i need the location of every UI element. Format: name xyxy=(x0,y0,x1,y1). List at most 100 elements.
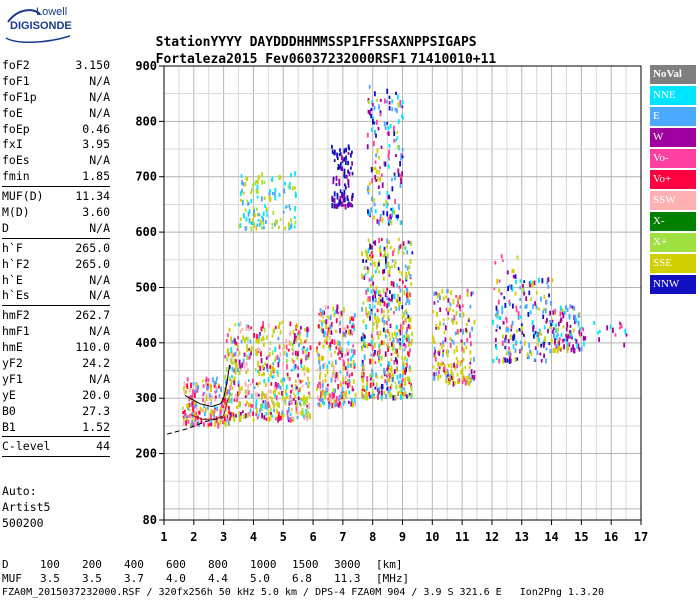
echo-point xyxy=(324,339,326,344)
echo-point xyxy=(405,334,408,338)
echo-point xyxy=(512,274,515,279)
echo-point xyxy=(249,383,252,386)
echo-point xyxy=(290,218,292,223)
echo-point xyxy=(339,350,342,355)
echo-cluster xyxy=(238,171,297,232)
echo-point xyxy=(448,378,450,383)
echo-point xyxy=(391,213,393,218)
echo-point xyxy=(285,344,288,350)
echo-point xyxy=(369,382,372,388)
param-value: N/A xyxy=(89,324,110,339)
echo-point xyxy=(286,372,289,376)
param-name: M(D) xyxy=(2,205,30,220)
echo-point xyxy=(214,385,217,391)
echo-point xyxy=(409,292,412,298)
echo-point xyxy=(327,383,329,387)
echo-point xyxy=(362,332,364,336)
echo-point xyxy=(408,376,411,380)
echo-point xyxy=(447,311,450,316)
echo-point xyxy=(374,350,376,355)
echo-cluster xyxy=(316,304,357,410)
y-tick-label: 900 xyxy=(135,59,157,73)
x-tick-label: 16 xyxy=(604,530,618,544)
echo-point xyxy=(367,191,370,195)
echo-point xyxy=(317,395,319,400)
echo-point xyxy=(317,384,319,389)
echo-point xyxy=(348,390,351,395)
echo-point xyxy=(407,323,410,328)
param-name: MUF(D) xyxy=(2,189,44,204)
echo-point xyxy=(340,382,342,388)
echo-point xyxy=(380,299,382,302)
echo-point xyxy=(342,197,345,203)
echo-point xyxy=(372,382,375,387)
echo-point xyxy=(230,381,232,387)
echo-point xyxy=(318,356,320,363)
footer-cell: 4.0 xyxy=(166,572,186,585)
echo-point xyxy=(437,375,440,381)
echo-point xyxy=(267,403,270,409)
echo-point xyxy=(347,329,350,335)
echo-point xyxy=(545,300,548,304)
echo-point xyxy=(469,331,471,337)
echo-point xyxy=(399,329,402,336)
echo-point xyxy=(336,156,339,161)
echo-point xyxy=(540,359,543,363)
echo-point xyxy=(336,395,338,401)
echo-point xyxy=(279,175,282,180)
echo-point xyxy=(397,173,400,177)
echo-point xyxy=(321,328,324,333)
echo-point xyxy=(317,402,319,406)
echo-point xyxy=(278,345,281,350)
echo-point xyxy=(378,356,381,360)
echo-point xyxy=(391,178,393,182)
echo-point xyxy=(341,333,344,338)
echo-point xyxy=(263,196,266,201)
echo-point xyxy=(391,373,394,377)
echo-point xyxy=(265,382,267,388)
echo-point xyxy=(182,420,185,424)
echo-point xyxy=(375,289,378,295)
echo-point xyxy=(504,345,507,350)
echo-point xyxy=(275,219,277,225)
echo-point xyxy=(343,148,346,154)
echo-point xyxy=(229,417,231,421)
echo-point xyxy=(368,297,371,303)
echo-point xyxy=(344,366,347,370)
param-name: B1 xyxy=(2,419,16,434)
echo-point xyxy=(283,344,285,349)
echo-point xyxy=(382,288,385,294)
echo-point xyxy=(296,386,298,390)
echo-point xyxy=(283,377,286,382)
echo-point xyxy=(265,406,268,409)
echo-point xyxy=(368,311,371,315)
echo-point xyxy=(525,296,528,302)
echo-point xyxy=(442,361,445,365)
echo-point xyxy=(387,253,389,259)
echo-point xyxy=(192,382,195,386)
echo-point xyxy=(318,402,321,407)
echo-point xyxy=(294,379,297,383)
echo-point xyxy=(543,325,546,330)
footer-cell: 4.4 xyxy=(208,572,228,585)
echo-point xyxy=(271,414,274,418)
echo-point xyxy=(222,417,224,422)
echo-point xyxy=(466,288,469,293)
echo-point xyxy=(284,181,286,186)
echo-point xyxy=(342,402,345,406)
echo-point xyxy=(214,391,217,394)
echo-point xyxy=(468,381,471,387)
echo-point xyxy=(467,319,470,323)
echo-point xyxy=(465,327,467,333)
echo-point xyxy=(182,411,184,415)
echo-point xyxy=(520,340,522,345)
x-tick-label: 4 xyxy=(250,530,257,544)
echo-point xyxy=(196,389,199,393)
echo-point xyxy=(406,297,409,303)
echo-point xyxy=(367,100,370,105)
param-row-b0: B0 27.3 xyxy=(2,404,110,420)
echo-point xyxy=(183,417,185,421)
echo-point xyxy=(351,324,353,329)
echo-point xyxy=(218,394,221,398)
echo-point xyxy=(248,218,251,224)
